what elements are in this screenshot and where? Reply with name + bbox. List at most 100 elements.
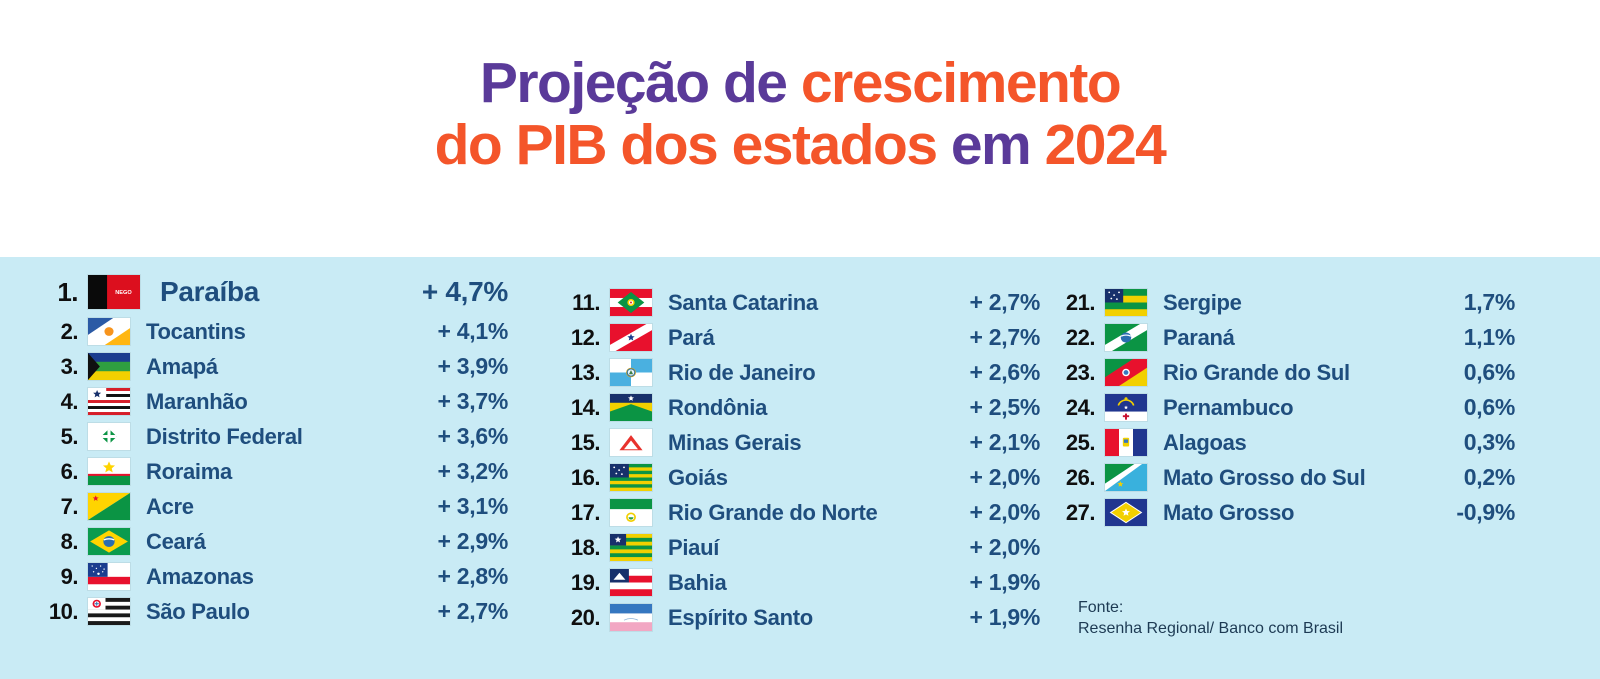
state-name: Mato Grosso xyxy=(1163,499,1295,525)
rank-number: 21. xyxy=(1065,289,1096,315)
ranking-row: 24. Pernambuco 0,6% xyxy=(1047,390,1515,425)
growth-value: 0,6% xyxy=(1463,359,1516,385)
ranking-row: 20. Espírito Santo + 1,9% xyxy=(552,600,1040,635)
rank-number: 6. xyxy=(60,458,79,484)
rank-number: 3. xyxy=(60,353,79,379)
ranking-row: 11. Santa Catarina + 2,7% xyxy=(552,285,1040,320)
ranking-row: 3. Amapá + 3,9% xyxy=(30,349,508,384)
rank-number: 22. xyxy=(1065,324,1096,350)
tocantins-flag-icon xyxy=(88,318,130,345)
para-flag-icon xyxy=(610,324,652,351)
title-segment: 2024 xyxy=(1044,113,1167,177)
rio-de-janeiro-flag-icon xyxy=(610,359,652,386)
rank-number: 25. xyxy=(1065,429,1096,455)
state-name: Rio Grande do Sul xyxy=(1163,359,1350,385)
growth-value: + 1,9% xyxy=(969,604,1041,630)
ranking-column-1: 1. NEGO Paraíba + 4,7% 2. Tocantins + 4,1% 3. Am… xyxy=(30,270,508,629)
maranhao-flag-icon xyxy=(88,388,130,415)
piaui-flag-icon xyxy=(610,534,652,561)
ranking-row: 8. Ceará + 2,9% xyxy=(30,524,508,559)
rank-number: 9. xyxy=(60,563,79,589)
rio-grande-do-sul-flag-icon xyxy=(1105,359,1147,386)
state-name: Amazonas xyxy=(146,563,254,589)
growth-value: + 2,5% xyxy=(969,394,1041,420)
roraima-flag-icon xyxy=(88,458,130,485)
ranking-row: 22. Paraná 1,1% xyxy=(1047,320,1515,355)
title-segment: Projeção de xyxy=(479,51,801,115)
rank-number: 26. xyxy=(1065,464,1096,490)
source-text: Resenha Regional/ Banco com Brasil xyxy=(1078,620,1344,637)
ranking-row: 23. Rio Grande do Sul 0,6% xyxy=(1047,355,1515,390)
rank-number: 7. xyxy=(60,493,79,519)
growth-value: 0,2% xyxy=(1463,464,1516,490)
growth-value: + 2,0% xyxy=(969,499,1041,525)
rank-number: 23. xyxy=(1065,359,1096,385)
santa-catarina-flag-icon xyxy=(610,289,652,316)
rank-number: 27. xyxy=(1065,499,1096,525)
ranking-column-2: 11. Santa Catarina + 2,7% 12. Pará + 2,7% 13. R… xyxy=(552,285,1040,635)
rank-number: 12. xyxy=(570,324,601,350)
ranking-row: 26. Mato Grosso do Sul 0,2% xyxy=(1047,460,1515,495)
ranking-column-3: 21. Sergipe 1,7% 22. Paraná 1,1% 23. Rio Grande… xyxy=(1047,285,1515,530)
rank-number: 18. xyxy=(570,534,601,560)
growth-value: + 2,9% xyxy=(437,528,509,554)
state-name: Ceará xyxy=(146,528,206,554)
rank-number: 16. xyxy=(570,464,601,490)
state-name: Santa Catarina xyxy=(668,289,818,315)
growth-value: + 2,6% xyxy=(969,359,1041,385)
minas-gerais-flag-icon xyxy=(610,429,652,456)
bahia-flag-icon xyxy=(610,569,652,596)
rank-number: 17. xyxy=(570,499,601,525)
distrito-federal-flag-icon xyxy=(88,423,130,450)
espirito-santo-flag-icon xyxy=(610,604,652,631)
state-name: Alagoas xyxy=(1163,429,1247,455)
ranking-row: 15. Minas Gerais + 2,1% xyxy=(552,425,1040,460)
state-name: Rio Grande do Norte xyxy=(668,499,878,525)
ranking-row: 25. Alagoas 0,3% xyxy=(1047,425,1515,460)
state-name: Espírito Santo xyxy=(668,604,813,630)
rank-number: 2. xyxy=(60,318,79,344)
ranking-row: 10. São Paulo + 2,7% xyxy=(30,594,508,629)
growth-value: + 2,8% xyxy=(437,563,509,589)
state-name: Amapá xyxy=(146,353,218,379)
rank-number: 5. xyxy=(60,423,79,449)
rank-number: 1. xyxy=(57,276,78,307)
state-name: Goiás xyxy=(668,464,728,490)
growth-value: + 3,7% xyxy=(437,388,509,414)
rondonia-flag-icon xyxy=(610,394,652,421)
state-name: Paraná xyxy=(1163,324,1235,350)
state-name: Pará xyxy=(668,324,715,350)
state-name: Acre xyxy=(146,493,194,519)
growth-value: + 2,0% xyxy=(969,464,1041,490)
growth-value: 1,7% xyxy=(1463,289,1516,315)
growth-value: + 2,7% xyxy=(969,289,1041,315)
growth-value: + 1,9% xyxy=(969,569,1041,595)
state-name: Sergipe xyxy=(1163,289,1242,315)
title-segment: do PIB dos estados xyxy=(434,113,938,177)
ranking-row: 14. Rondônia + 2,5% xyxy=(552,390,1040,425)
state-name: Tocantins xyxy=(146,318,246,344)
pernambuco-flag-icon xyxy=(1105,394,1147,421)
state-name: Maranhão xyxy=(146,388,248,414)
ranking-panel xyxy=(0,257,1600,679)
growth-value: + 2,1% xyxy=(969,429,1041,455)
growth-value: + 3,2% xyxy=(437,458,509,484)
goias-flag-icon xyxy=(610,464,652,491)
rio-grande-do-norte-flag-icon xyxy=(610,499,652,526)
growth-value: + 4,7% xyxy=(421,276,508,307)
ranking-row: 7. Acre + 3,1% xyxy=(30,489,508,524)
rank-number: 11. xyxy=(572,289,600,315)
source-label: Fonte: xyxy=(1078,599,1124,616)
state-name: Bahia xyxy=(668,569,727,595)
mato-grosso-do-sul-flag-icon xyxy=(1105,464,1147,491)
state-name: Paraíba xyxy=(160,276,260,307)
state-name: Piauí xyxy=(668,534,720,560)
page-title: Projeção de crescimento do PIB dos estad… xyxy=(0,52,1600,176)
sao-paulo-flag-icon xyxy=(88,598,130,625)
ranking-row: 19. Bahia + 1,9% xyxy=(552,565,1040,600)
state-name: Minas Gerais xyxy=(668,429,802,455)
state-name: Rio de Janeiro xyxy=(668,359,816,385)
ranking-row: 1. NEGO Paraíba + 4,7% xyxy=(30,270,508,314)
state-name: Rondônia xyxy=(668,394,768,420)
rank-number: 15. xyxy=(570,429,601,455)
